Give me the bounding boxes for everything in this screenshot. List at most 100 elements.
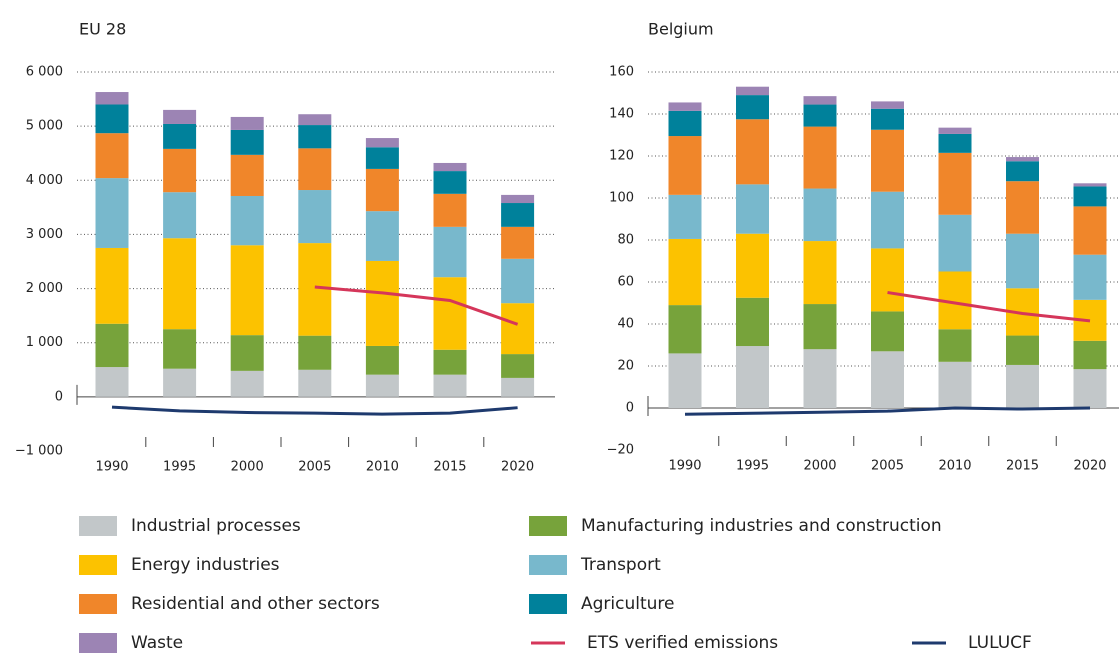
y-tick-label: 140 [609, 107, 634, 122]
y-tick-label: 6 000 [26, 65, 63, 80]
bar-segment [736, 233, 769, 298]
bar-segment [95, 104, 129, 134]
y-tick-label: 3 000 [26, 227, 63, 242]
bar-segment [668, 238, 702, 306]
bar-segment [803, 126, 837, 189]
bar-segment [668, 102, 702, 111]
y-tick-label: 120 [609, 149, 634, 164]
y-tick-label: 40 [617, 317, 634, 332]
line-series [314, 285, 519, 326]
y-tick-label: 5 000 [26, 119, 63, 134]
x-tick-label: 2000 [803, 459, 836, 474]
bar-segment [230, 154, 264, 196]
bar-segment [1006, 364, 1039, 408]
bar-segment [1073, 186, 1107, 207]
bar-segment [365, 211, 399, 261]
line-series [887, 291, 1091, 323]
legend-swatch [529, 516, 567, 536]
bar-segment [1073, 183, 1107, 187]
y-tick-label: 2 000 [26, 281, 63, 296]
bar-segment [433, 277, 467, 350]
legend-label: Agriculture [581, 594, 675, 614]
line-series [111, 405, 518, 416]
bar-segment [95, 92, 129, 105]
bar-segment [298, 369, 332, 397]
legend-swatch [79, 516, 117, 536]
y-tick-label: 0 [626, 401, 634, 416]
bar-segment [938, 127, 972, 134]
bar-segment [803, 304, 837, 350]
bar-segment [736, 119, 769, 185]
bar-segment [803, 104, 837, 127]
bar-segment [1073, 340, 1107, 370]
bar-segment [938, 329, 972, 362]
y-tick-label: 1 000 [26, 335, 63, 350]
legend-label: Industrial processes [131, 516, 301, 536]
bar-segment [803, 241, 837, 305]
bar-segment [1006, 157, 1039, 162]
bar-segment [433, 226, 467, 278]
bar-segment [668, 353, 702, 408]
bar-segment [668, 136, 702, 195]
bar-segment [95, 367, 129, 397]
bar-segment [871, 101, 904, 109]
bar-segment [230, 195, 264, 246]
legend-swatch [79, 555, 117, 575]
y-tick-label: 0 [55, 389, 63, 404]
bar-segment [803, 349, 837, 408]
bar-segment [365, 168, 399, 212]
bar-segment [1073, 254, 1107, 300]
x-tick-label: 2020 [1073, 459, 1106, 474]
bar-segment [1073, 206, 1107, 255]
y-tick-label: 160 [609, 65, 634, 80]
bar-segment [1006, 161, 1039, 182]
legend-label: Energy industries [131, 555, 280, 575]
x-tick-label: 2005 [298, 460, 331, 475]
bar-segment [230, 116, 264, 130]
bar-segment [163, 123, 197, 149]
bar-segment [668, 194, 702, 239]
bar-segment [736, 346, 769, 408]
y-tick-label: 60 [617, 275, 634, 290]
bar-segment [501, 258, 535, 304]
bar-segment [871, 311, 904, 352]
y-tick-label: −20 [607, 443, 634, 458]
bar-segment [163, 192, 197, 239]
bar-segment [871, 248, 904, 312]
x-tick-label: 2010 [938, 459, 971, 474]
legend-label: Waste [131, 633, 183, 653]
bar-segment [298, 190, 332, 244]
x-tick-label: 2000 [231, 460, 264, 475]
legend-swatch [79, 594, 117, 614]
bar-segment [803, 96, 837, 105]
bar-segment [871, 108, 904, 130]
y-tick-label: 20 [617, 359, 634, 374]
bar-segment [871, 129, 904, 192]
bar-segment [501, 203, 535, 227]
bar-segment [938, 133, 972, 153]
x-tick-label: 2010 [366, 460, 399, 475]
bar-segment [163, 368, 197, 397]
bar-segment [736, 86, 769, 96]
bar-segment [230, 129, 264, 155]
bar-segment [95, 323, 129, 368]
x-tick-label: 2015 [433, 460, 466, 475]
legend-swatch [529, 594, 567, 614]
bar-segment [871, 191, 904, 249]
bar-segment [1006, 335, 1039, 365]
bar-segment [230, 370, 264, 397]
bar-segment [736, 95, 769, 120]
x-tick-label: 1995 [163, 460, 196, 475]
x-tick-label: 1990 [95, 460, 128, 475]
legend-label: Residential and other sectors [131, 594, 380, 614]
bar-segment [163, 329, 197, 369]
x-tick-label: 1995 [736, 459, 769, 474]
bar-segment [365, 138, 399, 148]
bar-segment [365, 374, 399, 397]
bar-segment [871, 351, 904, 408]
bar-segment [298, 125, 332, 149]
bar-segment [433, 349, 467, 375]
x-tick-label: 2005 [871, 459, 904, 474]
bar-segment [365, 345, 399, 375]
